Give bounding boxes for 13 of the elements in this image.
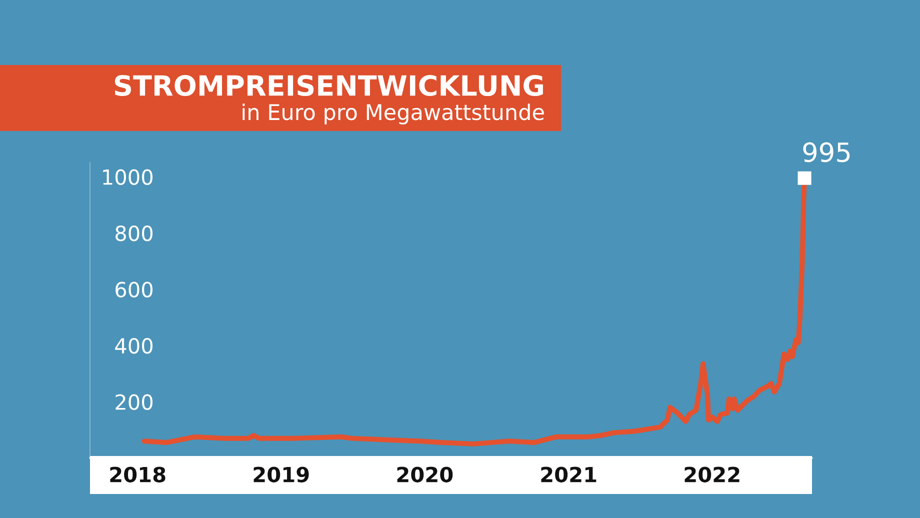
y-tick-label: 800 [116,225,153,242]
y-tick-label: 400 [115,338,153,354]
y-tick-label: 1000 [103,169,153,185]
y-tick-label: 200 [116,394,153,410]
y-tick-label: 600 [116,282,153,298]
x-tick-label: 2020 [397,466,453,482]
x-tick-label: 2019 [254,466,309,482]
x-tick-label: 2018 [110,466,166,482]
chart-subtitle: in Euro pro Megawattstunde [242,104,544,124]
x-tick-label: 2022 [684,466,740,482]
x-tick-label: 2021 [541,466,596,482]
annotation: 995 [803,142,850,162]
chart-title: STROMPREISENTWICKLUNG [114,75,543,96]
